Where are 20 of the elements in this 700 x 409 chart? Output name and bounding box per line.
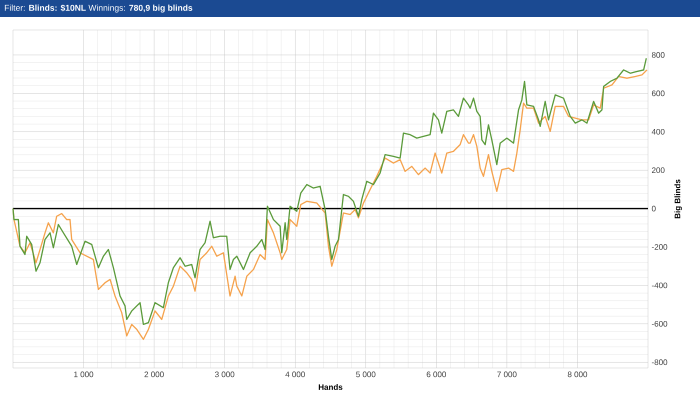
x-tick-label: 6 000: [426, 372, 446, 378]
x-tick-label: 1 000: [74, 372, 94, 378]
y-tick-label: -800: [652, 359, 668, 366]
y-axis-title: Big Blinds: [674, 180, 682, 218]
y-tick-label: -600: [652, 320, 668, 327]
y-tick-label: 400: [652, 128, 665, 135]
y-tick-label: 600: [652, 90, 665, 96]
x-tick-label: 3 000: [214, 372, 234, 378]
x-tick-label: 4 000: [285, 372, 305, 378]
x-tick-label: 7 000: [497, 372, 517, 378]
x-tick-label: 5 000: [356, 372, 376, 378]
y-tick-label: -400: [652, 282, 668, 288]
y-tick-label: 0: [652, 206, 656, 212]
y-tick-label: 800: [652, 52, 665, 58]
y-tick-label: 200: [652, 167, 665, 174]
x-tick-label: 8 000: [568, 372, 588, 378]
y-tick-label: -200: [652, 244, 668, 250]
x-axis-title: Hands: [318, 384, 342, 390]
chart-title: Filter: Blinds: $10NL Winnings: 780,9 big blinds: [4, 4, 192, 13]
x-tick-label: 2 000: [144, 372, 164, 378]
